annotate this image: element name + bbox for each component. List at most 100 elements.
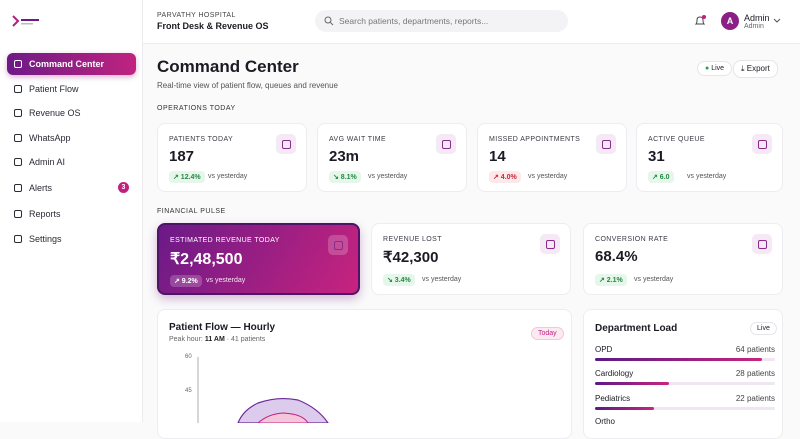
chevron[interactable] [773,18,781,24]
nav-label: Settings [29,234,62,244]
kpi-change: ↗ 9.2% [170,275,202,287]
dept-name: OPD [595,345,613,354]
dept-name: Cardiology [595,369,634,378]
kpi-change: ↗ 2.1% [595,274,627,286]
kpi-note: vs yesterday [528,173,568,180]
nav-label: WhatsApp [29,133,71,143]
bell[interactable] [694,15,706,27]
kpi-card: ACTIVE QUEUE 31 ↗ 6.0 vs yesterday [636,123,783,192]
kpi-note: vs yesterday [208,173,248,180]
kpi-label: ACTIVE QUEUE [648,136,705,143]
kpi-note: vs yesterday [206,277,246,284]
kpi-icon [436,134,456,154]
department-load-card: Department Load Live OPD 64 patients Card… [583,309,783,439]
kpi-value: ₹2,48,500 [170,251,243,268]
kpi-value: 23m [329,148,360,165]
product-name: Front Desk & Revenue OS [157,21,269,31]
card-title: Patient Flow — Hourly [169,322,276,333]
kpi-card: PATIENTS TODAY 187 ↗ 12.4% vs yesterday [157,123,307,192]
peak-detail: · 41 patients [226,336,266,343]
nav-label: Patient Flow [29,84,79,94]
kpi-icon [752,234,772,254]
dept-name: Pediatrics [595,394,631,403]
logo [12,15,39,27]
kpi-label: AVG WAIT TIME [329,136,387,143]
section-heading: FINANCIAL PULSE [157,208,226,215]
kpi-label: CONVERSION RATE [595,236,669,243]
search-box[interactable]: Search patients, departments, reports... [315,10,568,32]
kpi-change: ↘ 8.1% [329,171,361,183]
search-icon [324,16,334,26]
kpi-label: MISSED APPOINTMENTS [489,136,581,143]
load-bar [595,382,775,385]
kpi-icon [752,134,772,154]
kpi-icon [540,234,560,254]
nav-item[interactable]: Alerts 3 [7,177,136,199]
peak-label: Peak hour: [169,336,203,343]
kpi-change: ↗ 4.0% [489,171,521,183]
nav-label: Alerts [29,183,53,193]
card-title: Department Load [595,323,678,334]
kpi-label: PATIENTS TODAY [169,136,234,143]
nav-item[interactable]: Reports [7,203,136,225]
dept-count: 28 patients [735,369,775,378]
kpi-note: vs yesterday [422,276,462,283]
load-bar [595,358,775,361]
search-placeholder: Search patients, departments, reports... [339,16,489,26]
live-text: Live [711,65,725,72]
y-tick-label: 45 [185,388,192,394]
flow-chart [197,357,329,423]
sidebar: Command Center Patient Flow Revenue OS W… [0,0,143,422]
section-heading: OPERATIONS TODAY [157,105,236,112]
kpi-label: ESTIMATED REVENUE TODAY [170,237,280,244]
kpi-card: CONVERSION RATE 68.4% ↗ 2.1% vs yesterday [583,223,783,295]
today-badge: Today [531,327,564,340]
kpi-card: AVG WAIT TIME 23m ↘ 8.1% vs yesterday [317,123,467,192]
kpi-change: ↗ 12.4% [169,171,205,183]
nav-item[interactable]: Patient Flow [7,78,136,100]
kpi-card: MISSED APPOINTMENTS 14 ↗ 4.0% vs yesterday [477,123,627,192]
kpi-note: vs yesterday [634,276,674,283]
kpi-value: 68.4% [595,248,638,265]
kpi-value: 14 [489,148,506,165]
kpi-icon [276,134,296,154]
nav-label: Admin AI [29,157,66,167]
nav-label: Reports [29,209,61,219]
kpi-value: 187 [169,148,195,165]
alert-badge: 3 [118,182,129,193]
kpi-card: ESTIMATED REVENUE TODAY ₹2,48,500 ↗ 9.2% vs… [157,223,360,295]
export-button[interactable]: ⤓ Export [733,60,778,78]
peak-value: 11 AM [204,336,225,343]
kpi-label: REVENUE LOST [383,236,442,243]
top-bar: PARVATHY HOSPITAL Front Desk & Revenue O… [143,0,800,44]
page-title: Command Center [157,57,299,76]
y-tick-label: 60 [185,354,192,360]
nav-item[interactable]: Command Center [7,53,136,75]
kpi-note: vs yesterday [368,173,408,180]
load-bar [595,407,775,410]
nav-item[interactable]: WhatsApp [7,127,136,149]
nav-item[interactable]: Revenue OS [7,102,136,124]
export-text: Export [746,64,770,73]
nav-label: Revenue OS [29,108,81,118]
kpi-value: 31 [648,148,665,165]
avatar[interactable]: A [721,12,739,30]
kpi-change: ↗ 6.0 [648,171,674,183]
kpi-card: REVENUE LOST ₹42,300 ↘ 3.4% vs yesterday [371,223,571,295]
dept-count: 64 patients [735,345,775,354]
patient-flow-card: Patient Flow — Hourly Peak hour: 11 AM ·… [157,309,572,439]
page-subtitle: Real-time view of patient flow, queues a… [157,81,338,90]
hospital-name: PARVATHY HOSPITAL [157,12,236,19]
kpi-value: ₹42,300 [383,249,439,266]
kpi-icon [328,235,348,255]
user-role: Admin [744,23,764,30]
nav-item[interactable]: Settings [7,228,136,250]
kpi-change: ↘ 3.4% [383,274,415,286]
kpi-note: vs yesterday [687,173,727,180]
dept-count: 22 patients [735,394,775,403]
user-name: Admin [744,13,770,23]
live-badge: Live [750,322,777,335]
live-pill: ● Live [697,61,733,76]
nav-item[interactable]: Admin AI [7,151,136,173]
